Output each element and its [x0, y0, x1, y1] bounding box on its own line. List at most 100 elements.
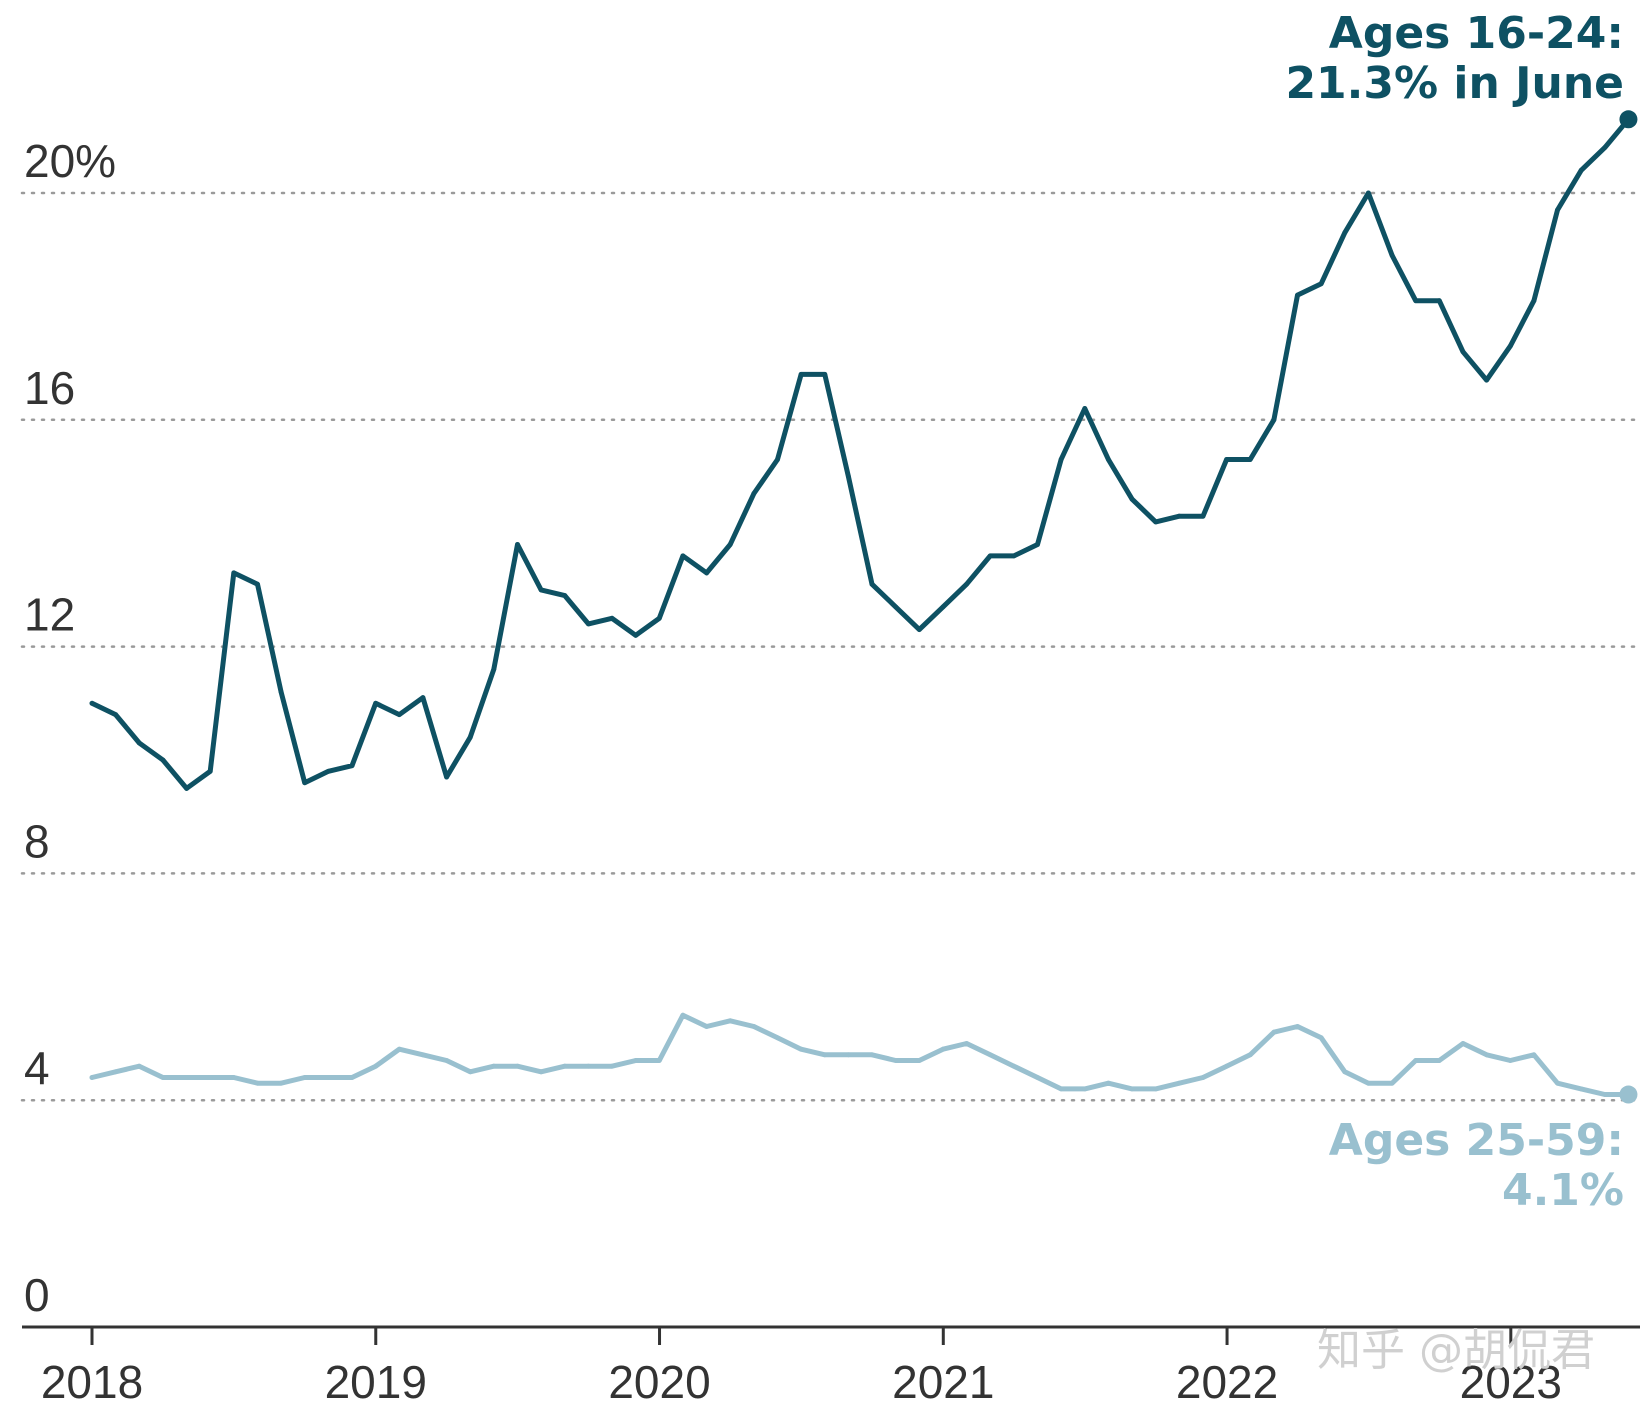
data-point-adult: [1318, 1035, 1324, 1041]
y-tick-label: 8: [24, 815, 50, 867]
data-point-youth: [231, 570, 237, 576]
data-point-adult: [1295, 1024, 1300, 1029]
data-point-youth: [491, 666, 497, 672]
endpoint-marker-youth: [1619, 110, 1638, 129]
data-point-adult: [609, 1063, 615, 1069]
data-point-adult: [1602, 1092, 1608, 1097]
data-point-youth: [1224, 457, 1229, 462]
data-point-adult: [113, 1069, 118, 1075]
endpoint-marker-adult: [1619, 1085, 1638, 1104]
data-point-adult: [704, 1024, 709, 1029]
data-point-youth: [89, 700, 95, 706]
data-point-adult: [680, 1012, 686, 1018]
data-point-adult: [940, 1046, 946, 1052]
data-point-youth: [562, 593, 568, 598]
data-point-youth: [1389, 253, 1395, 258]
data-point-adult: [562, 1063, 568, 1069]
data-point-youth: [538, 587, 544, 593]
data-point-youth: [893, 604, 899, 610]
data-point-adult: [846, 1052, 851, 1058]
data-point-adult: [1555, 1080, 1560, 1086]
x-tick-label: 2018: [41, 1356, 143, 1408]
data-point-adult: [751, 1024, 757, 1029]
data-point-adult: [1247, 1052, 1253, 1058]
data-point-youth: [751, 491, 757, 496]
data-point-youth: [1531, 298, 1537, 304]
data-point-adult: [160, 1075, 166, 1080]
data-point-youth: [1082, 406, 1088, 411]
data-point-adult: [1129, 1086, 1135, 1092]
data-point-adult: [1153, 1086, 1159, 1092]
data-point-youth: [1578, 167, 1584, 173]
data-point-adult: [1366, 1080, 1371, 1086]
data-point-adult: [373, 1063, 379, 1069]
series-line-adult: [89, 1012, 1631, 1097]
data-point-adult: [1176, 1080, 1182, 1086]
y-tick-label: 0: [24, 1269, 50, 1321]
data-point-youth: [467, 734, 473, 740]
data-point-youth: [326, 768, 331, 774]
data-point-adult: [893, 1058, 899, 1063]
annotation-adult: Ages 25-59:: [1329, 1115, 1624, 1166]
data-point-youth: [609, 615, 615, 621]
data-point-adult: [798, 1046, 804, 1052]
data-point-youth: [727, 542, 733, 547]
data-point-adult: [822, 1052, 828, 1058]
data-point-adult: [586, 1063, 591, 1069]
data-point-youth: [113, 712, 118, 717]
data-point-adult: [326, 1075, 331, 1080]
y-axis: 20% 16 12 8 4 0: [24, 135, 116, 1321]
x-tick-label: 2020: [608, 1356, 710, 1408]
data-point-youth: [1295, 292, 1300, 298]
x-tick-label: 2019: [325, 1356, 427, 1408]
data-point-youth: [1555, 207, 1560, 213]
data-point-youth: [940, 604, 946, 610]
series-line-youth: [89, 116, 1631, 791]
data-point-adult: [302, 1075, 308, 1080]
data-point-youth: [349, 763, 355, 769]
data-point-youth: [207, 768, 213, 774]
data-point-youth: [1176, 513, 1182, 519]
data-point-adult: [255, 1080, 260, 1086]
annotation-adult: 4.1%: [1502, 1165, 1624, 1216]
data-point-youth: [302, 780, 308, 786]
data-point-adult: [467, 1069, 473, 1075]
data-point-youth: [869, 581, 875, 587]
data-point-youth: [515, 542, 520, 547]
data-point-adult: [136, 1063, 142, 1069]
annotation-youth: Ages 16-24:: [1329, 8, 1624, 59]
watermark-text: 知乎 @胡侃君: [1317, 1325, 1595, 1376]
data-point-youth: [1247, 457, 1253, 462]
data-point-youth: [1484, 377, 1489, 383]
data-point-youth: [420, 695, 426, 700]
y-tick-label: 16: [24, 362, 75, 414]
data-point-youth: [1271, 417, 1277, 423]
y-tick-label: 20%: [24, 135, 116, 187]
series-annotations: Ages 16-24:21.3% in June Ages 25-59:4.1%: [1285, 8, 1624, 1216]
data-point-youth: [1153, 519, 1159, 525]
data-point-adult: [964, 1041, 969, 1046]
data-point-youth: [1106, 457, 1111, 462]
data-point-adult: [1224, 1063, 1229, 1069]
data-point-adult: [727, 1018, 733, 1024]
data-point-youth: [1342, 230, 1348, 236]
series-lines: [89, 110, 1638, 1104]
data-point-adult: [1342, 1069, 1348, 1075]
data-point-youth: [278, 689, 284, 695]
data-point-youth: [255, 581, 260, 587]
data-point-youth: [1460, 349, 1466, 355]
data-point-youth: [916, 627, 922, 632]
data-point-youth: [798, 372, 804, 377]
data-point-youth: [160, 757, 166, 763]
y-tick-label: 4: [24, 1042, 50, 1094]
data-point-adult: [1106, 1080, 1111, 1086]
data-point-adult: [1035, 1075, 1040, 1080]
data-point-adult: [1484, 1052, 1489, 1058]
data-point-youth: [1011, 553, 1017, 559]
x-tick-label: 2023: [1460, 1356, 1562, 1408]
data-point-youth: [444, 774, 449, 780]
data-point-adult: [420, 1052, 426, 1058]
data-point-adult: [916, 1058, 922, 1063]
data-point-youth: [1413, 298, 1419, 304]
